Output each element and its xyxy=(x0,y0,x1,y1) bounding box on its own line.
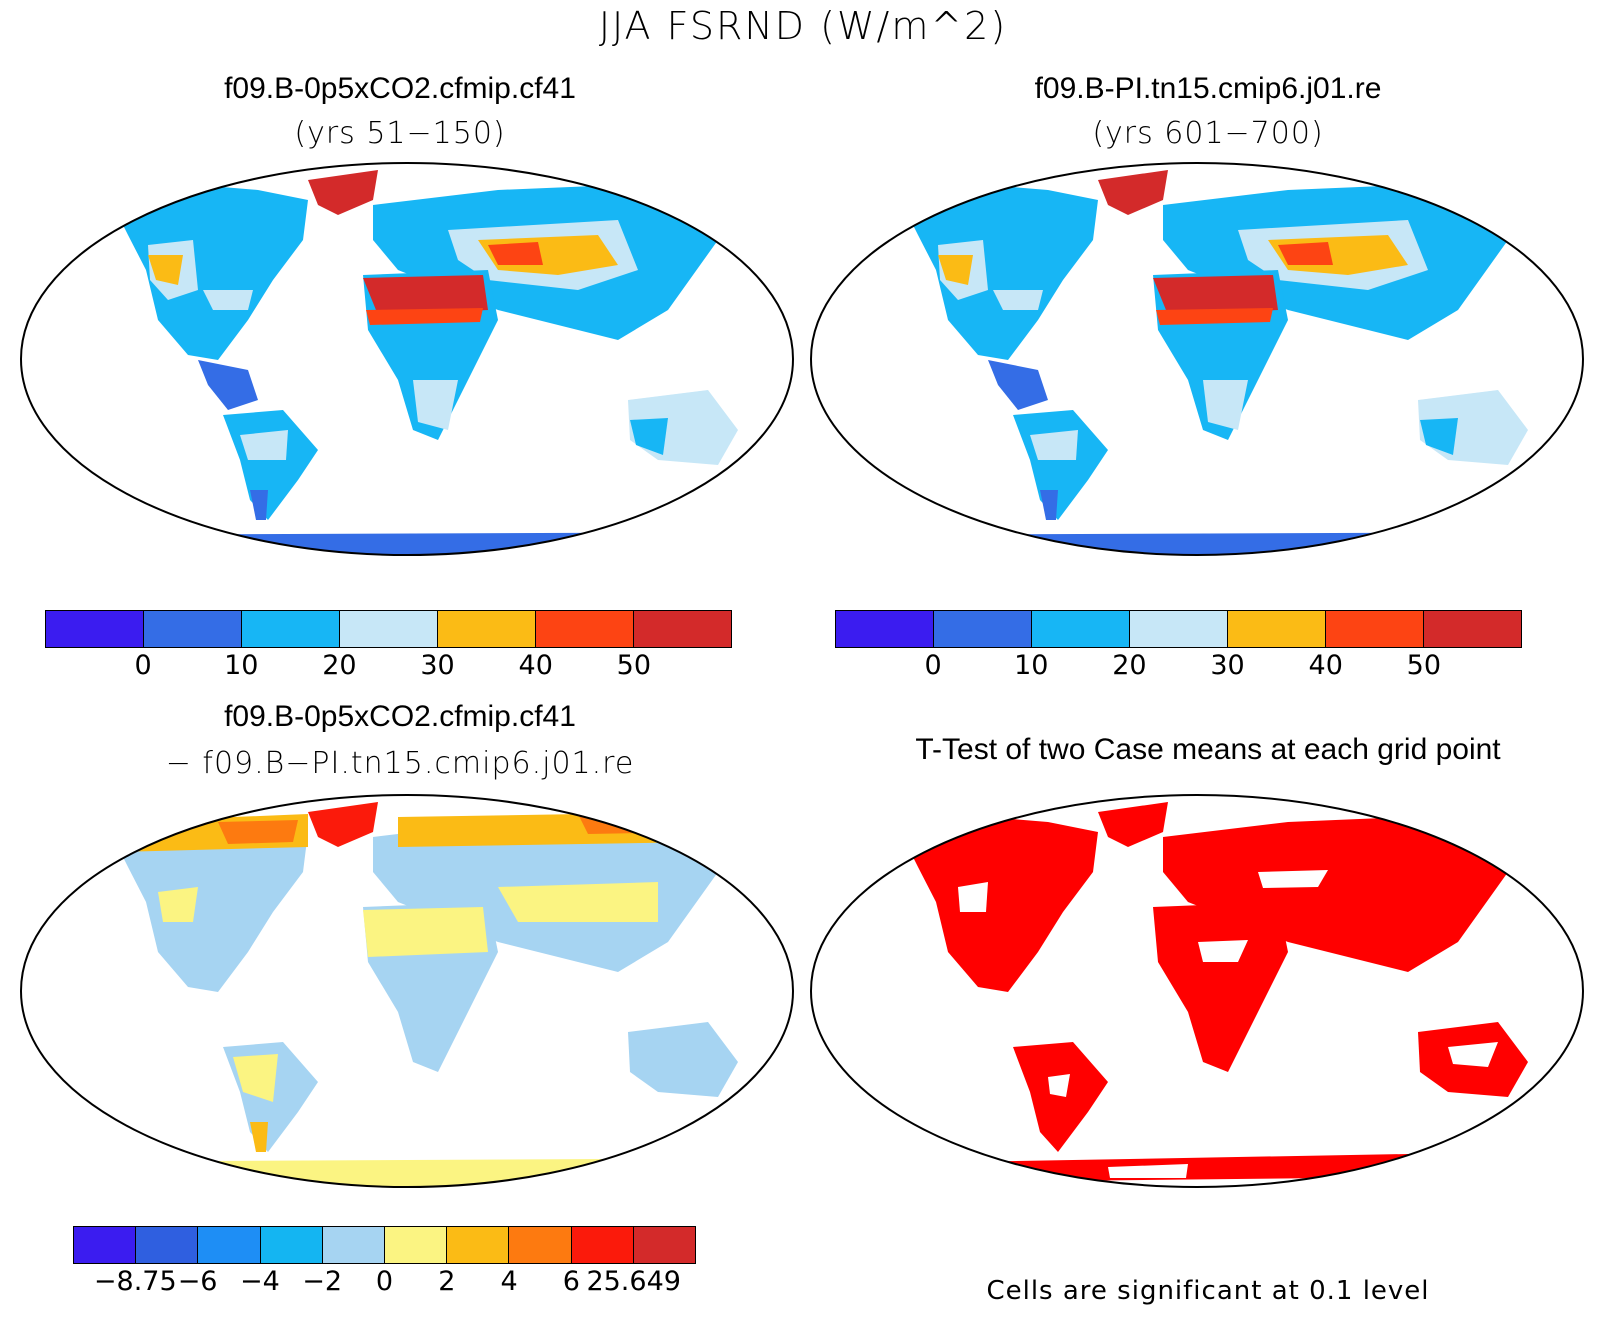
colorbar-swatch xyxy=(340,611,438,647)
colorbar-tick-label: −8.75 xyxy=(93,1266,177,1297)
colorbar-bottom-left xyxy=(73,1226,696,1264)
colorbar-tick-label: 25.649 xyxy=(586,1266,681,1297)
map-bottom-left xyxy=(20,794,794,1188)
panel-title-bottom-left: f09.B-0p5xCO2.cfmip.cf41 xyxy=(224,700,576,733)
colorbar-tick-label: 20 xyxy=(1112,650,1147,681)
colorbar-tick-label: 40 xyxy=(1308,650,1343,681)
panel-title-bottom-right: T-Test of two Case means at each grid po… xyxy=(915,733,1501,766)
colorbar-swatch xyxy=(571,1227,634,1263)
colorbar-top-right xyxy=(835,610,1522,648)
panel-subtitle-top-right: (yrs 601−700) xyxy=(1092,116,1324,151)
colorbar-swatch xyxy=(242,611,340,647)
colorbar-tick-label: 2 xyxy=(438,1266,456,1297)
colorbar-tick-label: 50 xyxy=(1406,650,1442,681)
colorbar-tick-label: 20 xyxy=(322,650,357,681)
colorbar-swatch xyxy=(934,611,1032,647)
colorbar-tick-label: 0 xyxy=(375,1266,394,1297)
colorbar-tick-label: −4 xyxy=(239,1266,280,1297)
colorbar-swatch xyxy=(385,1227,448,1263)
colorbar-tick-label: −2 xyxy=(302,1266,343,1297)
colorbar-top-right-labels: 0 10 20 30 40 50 xyxy=(835,650,1522,686)
colorbar-tick-label: 30 xyxy=(1210,650,1245,681)
colorbar-swatch xyxy=(447,1227,510,1263)
panel-title-top-left: f09.B-0p5xCO2.cfmip.cf41 xyxy=(224,72,576,105)
colorbar-swatch xyxy=(198,1227,261,1263)
colorbar-top-left xyxy=(45,610,732,648)
colorbar-swatch xyxy=(634,611,731,647)
colorbar-bottom-left-labels: −8.75 −6 −4 −2 0 2 4 6 25.649 xyxy=(73,1266,696,1302)
colorbar-swatch xyxy=(1228,611,1326,647)
colorbar-tick-label: 10 xyxy=(1014,650,1049,681)
colorbar-tick-label: 50 xyxy=(616,650,652,681)
colorbar-tick-label: 6 xyxy=(562,1266,580,1297)
colorbar-tick-label: −6 xyxy=(177,1266,218,1297)
colorbar-tick-label: 4 xyxy=(500,1266,518,1297)
colorbar-swatch xyxy=(74,1227,137,1263)
colorbar-swatch xyxy=(46,611,144,647)
panel-title-top-right: f09.B-PI.tn15.cmip6.j01.re xyxy=(1034,72,1382,105)
colorbar-tick-label: 10 xyxy=(224,650,259,681)
map-top-left xyxy=(20,162,794,556)
colorbar-swatch xyxy=(1130,611,1228,647)
colorbar-tick-label: 0 xyxy=(134,650,152,681)
colorbar-swatch xyxy=(1424,611,1521,647)
colorbar-swatch xyxy=(536,611,634,647)
colorbar-swatch xyxy=(438,611,536,647)
map-top-right xyxy=(810,162,1584,556)
figure-title: JJA FSRND (W/m^2) xyxy=(598,4,1008,48)
colorbar-top-left-labels: 0 10 20 30 40 50 xyxy=(45,650,732,686)
map-bottom-right xyxy=(810,794,1584,1188)
colorbar-swatch xyxy=(144,611,242,647)
colorbar-swatch xyxy=(260,1227,323,1263)
colorbar-swatch xyxy=(836,611,934,647)
colorbar-tick-label: 30 xyxy=(420,650,455,681)
colorbar-tick-label: 40 xyxy=(518,650,553,681)
colorbar-swatch xyxy=(509,1227,572,1263)
panel-subtitle-bottom-left: − f09.B−PI.tn15.cmip6.j01.re xyxy=(165,746,635,781)
colorbar-swatch xyxy=(1032,611,1130,647)
significance-note: Cells are significant at 0.1 level xyxy=(986,1276,1430,1306)
colorbar-tick-label: 0 xyxy=(924,650,942,681)
colorbar-swatch xyxy=(322,1227,386,1263)
colorbar-swatch xyxy=(633,1227,696,1263)
colorbar-swatch xyxy=(136,1227,199,1263)
colorbar-swatch xyxy=(1326,611,1424,647)
panel-subtitle-top-left: (yrs 51−150) xyxy=(294,116,506,151)
